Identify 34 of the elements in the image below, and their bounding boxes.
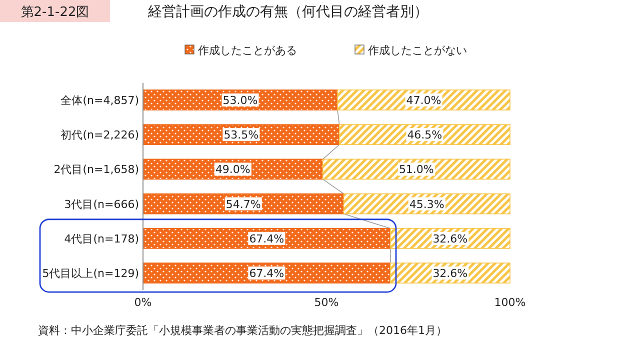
chart-subtitle: 第2-1-22図: [20, 5, 90, 20]
text: 資料：中小企業庁委託「小規模事業者の事業活動の実態把握調査」（2016年1月）: [38, 324, 447, 337]
data-label: 54.7%: [226, 198, 261, 211]
data-label: 47.0%: [406, 94, 442, 107]
data-label: 32.6%: [432, 232, 468, 246]
legend-label: 作成したことがない: [367, 44, 467, 57]
data-label: 45.3%: [409, 198, 444, 211]
data-label: 32.6%: [432, 267, 468, 280]
data-label: 49.0%: [215, 163, 250, 176]
bar: [142, 193, 344, 214]
bar: [322, 158, 510, 180]
x-tick-label: 0%: [134, 296, 152, 309]
data-label: 67.4%: [249, 267, 284, 280]
bar: [142, 262, 391, 284]
data-label: 67.4%: [249, 232, 284, 246]
legend-label: 作成したことがある: [197, 44, 297, 57]
bar: [338, 124, 510, 146]
bar: [142, 124, 340, 146]
y-tick-label: 全体(n=4,857): [60, 94, 139, 107]
x-tick-label: 50%: [314, 296, 339, 309]
bar: [142, 228, 391, 249]
y-tick-label: 3代目(n=666): [64, 198, 139, 211]
data-label: 51.0%: [398, 163, 434, 176]
data-label: 46.5%: [407, 128, 442, 142]
chart-title: 経営計画の作成の有無（何代目の経営者別）: [147, 4, 428, 20]
x-tick-label: 100%: [494, 296, 526, 309]
y-tick-label: 2代目(n=1,658): [54, 163, 139, 176]
bar: [337, 90, 510, 110]
data-label: 53.5%: [224, 128, 259, 142]
data-label: 53.0%: [222, 94, 258, 107]
y-tick-label: 4代目(n=178): [64, 232, 139, 246]
y-tick-label: 初代(n=2,226): [60, 128, 139, 142]
bar: [142, 90, 338, 110]
y-tick-label: 5代目以上(n=129): [42, 267, 139, 280]
